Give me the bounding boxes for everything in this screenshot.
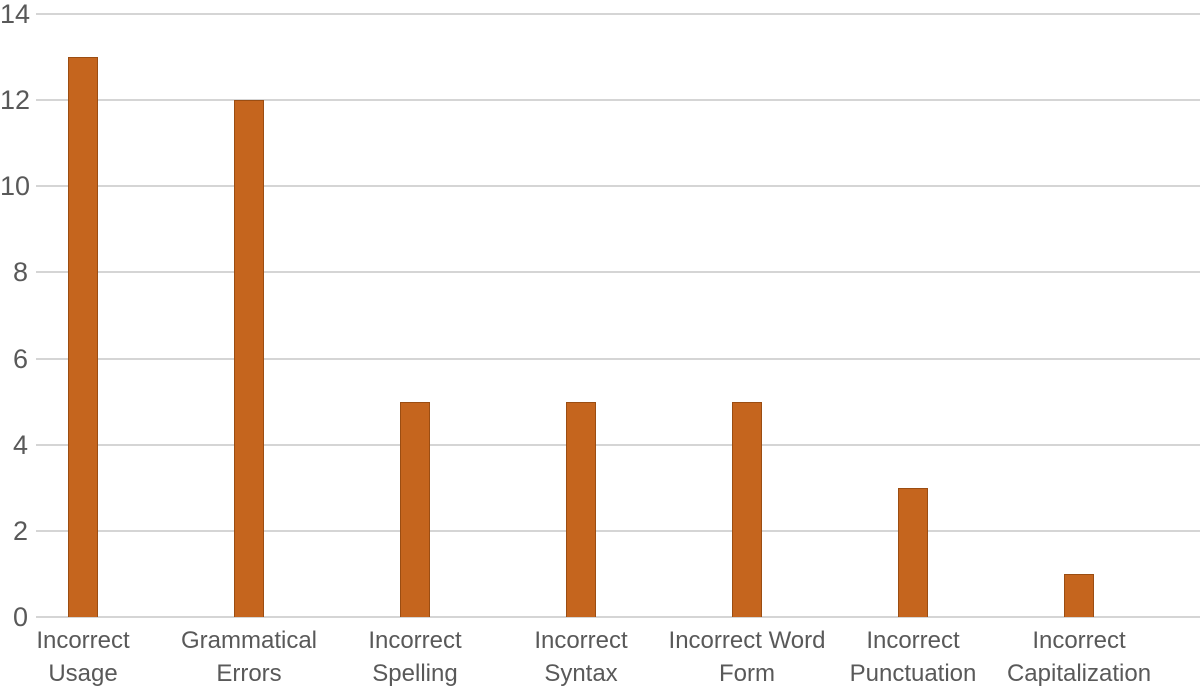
gridline — [36, 616, 1200, 618]
gridline — [36, 13, 1200, 15]
y-tick-label: 2 — [12, 515, 28, 546]
y-tick-label: 8 — [12, 257, 28, 288]
bar-incorrect-spelling — [400, 401, 430, 617]
y-tick-label: 10 — [0, 171, 31, 202]
gridline — [36, 357, 1200, 360]
y-tick-label: 12 — [0, 85, 31, 116]
y-tick-label: 0 — [12, 602, 28, 632]
bar-incorrect-usage — [68, 57, 98, 617]
x-category-label: Incorrect Capitalization — [1006, 627, 1152, 686]
bar-incorrect-capitalization — [1064, 573, 1094, 617]
y-tick-label: 14 — [0, 0, 31, 29]
x-category-label: Grammatical Errors — [180, 627, 318, 686]
x-category-label: Incorrect Spelling — [368, 627, 462, 686]
x-category-label: Incorrect Punctuation — [849, 627, 977, 686]
bar-incorrect-punctuation — [898, 487, 928, 617]
gridline — [36, 529, 1200, 532]
gridline — [36, 271, 1200, 274]
x-category-label: Incorrect Usage — [36, 627, 130, 686]
x-category-label: Incorrect Syntax — [534, 627, 628, 686]
y-tick-label: 4 — [12, 429, 28, 460]
x-category-label: Incorrect Word Form — [668, 627, 826, 686]
y-tick-label: 6 — [12, 343, 28, 374]
gridline — [36, 443, 1200, 446]
bar-incorrect-syntax — [566, 401, 596, 617]
gridline — [36, 185, 1200, 188]
gridline — [36, 99, 1200, 102]
bar-grammatical-errors — [234, 100, 264, 617]
bar-incorrect-word-form — [732, 401, 762, 617]
